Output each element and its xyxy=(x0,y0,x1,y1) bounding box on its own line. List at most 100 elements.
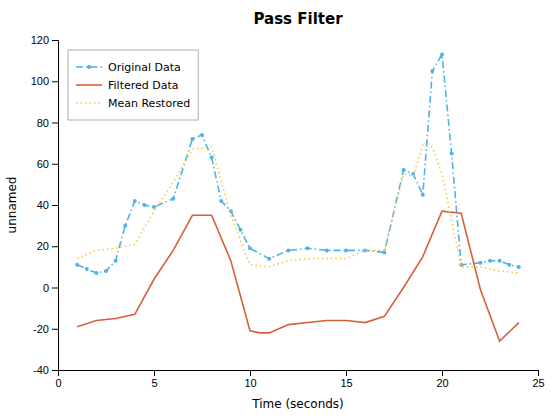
tick: 0 xyxy=(55,370,61,389)
tick-mark xyxy=(346,370,347,376)
tick: -20 xyxy=(33,323,58,335)
tick: 0 xyxy=(43,282,58,294)
marker xyxy=(219,199,223,203)
marker xyxy=(190,137,194,141)
tick: 5 xyxy=(151,370,157,389)
tick-label: 5 xyxy=(151,377,157,389)
marker xyxy=(200,133,204,137)
tick-label: 15 xyxy=(340,377,352,389)
marker xyxy=(238,228,242,232)
tick: 25 xyxy=(532,370,544,389)
tick-label: 20 xyxy=(436,377,448,389)
series-line xyxy=(77,145,519,273)
tick-label: 40 xyxy=(37,199,49,211)
marker xyxy=(450,151,454,155)
tick: 60 xyxy=(37,158,58,170)
tick-mark xyxy=(250,370,251,376)
marker xyxy=(440,52,444,56)
series-line xyxy=(77,211,519,341)
chart: 0 5 10 15 20 25 -40 -20 0 20 40 60 80 100 120 Original … xyxy=(0,0,560,420)
tick: 80 xyxy=(37,117,58,129)
tick-label: -40 xyxy=(33,364,49,376)
marker xyxy=(248,246,252,250)
tick-mark xyxy=(52,370,58,371)
tick: 20 xyxy=(436,370,448,389)
y-axis-title: unnamed xyxy=(5,177,19,234)
tick-label: 0 xyxy=(43,282,49,294)
marker xyxy=(325,248,329,252)
marker xyxy=(402,168,406,172)
legend-label: Mean Restored xyxy=(108,97,190,110)
marker xyxy=(344,248,348,252)
y-axis: -40 -20 0 20 40 60 80 100 120 xyxy=(31,34,59,376)
legend-label: Filtered Data xyxy=(108,79,179,92)
marker xyxy=(104,269,108,273)
tick: 100 xyxy=(31,75,58,87)
title: Pass Filter xyxy=(253,10,343,28)
legend-marker xyxy=(87,65,91,69)
tick: 20 xyxy=(37,240,58,252)
tick-label: 25 xyxy=(532,377,544,389)
tick-mark xyxy=(442,370,443,376)
legend: Original Data Filtered Data Mean Restored xyxy=(68,50,198,120)
x-axis: 0 5 10 15 20 25 xyxy=(55,370,544,389)
plot: 0 5 10 15 20 25 -40 -20 0 20 40 60 80 100 120 Original … xyxy=(31,34,545,389)
tick-mark xyxy=(154,370,155,376)
tick-mark xyxy=(52,123,58,124)
marker xyxy=(517,265,521,269)
tick: -40 xyxy=(33,364,58,376)
tick-label: 10 xyxy=(244,377,256,389)
marker xyxy=(152,205,156,209)
tick-mark xyxy=(52,246,58,247)
tick-label: -20 xyxy=(33,323,49,335)
marker xyxy=(430,69,434,73)
tick-label: 60 xyxy=(37,158,49,170)
tick-label: 0 xyxy=(55,377,61,389)
tick: 15 xyxy=(340,370,352,389)
tick-label: 120 xyxy=(31,34,49,46)
marker xyxy=(114,259,118,263)
marker xyxy=(488,259,492,263)
axis-line xyxy=(59,371,539,377)
tick-label: 100 xyxy=(31,75,49,87)
marker xyxy=(478,261,482,265)
legend-box xyxy=(68,50,198,120)
tick-mark xyxy=(52,329,58,330)
tick: 40 xyxy=(37,199,58,211)
marker xyxy=(210,156,214,160)
marker xyxy=(267,257,271,261)
legend-item: Original Data xyxy=(76,61,181,74)
tick-mark xyxy=(538,370,539,376)
marker xyxy=(75,263,79,267)
legend-swatch xyxy=(76,84,102,86)
tick-mark xyxy=(52,205,58,206)
chart-container: 0 5 10 15 20 25 -40 -20 0 20 40 60 80 100 120 Original … xyxy=(0,0,560,420)
tick-label: 20 xyxy=(37,240,49,252)
tick-mark xyxy=(52,288,58,289)
legend-item: Filtered Data xyxy=(76,79,179,92)
marker xyxy=(286,248,290,252)
series-markers xyxy=(75,52,521,275)
legend-swatch xyxy=(76,102,102,104)
tick: 10 xyxy=(244,370,256,389)
marker xyxy=(133,199,137,203)
tick-mark xyxy=(52,40,58,41)
marker xyxy=(123,224,127,228)
x-axis-title: Time (seconds) xyxy=(251,397,344,411)
marker xyxy=(94,271,98,275)
marker xyxy=(421,193,425,197)
series-line xyxy=(77,54,519,273)
tick-mark xyxy=(52,164,58,165)
marker xyxy=(306,246,310,250)
tick-mark xyxy=(52,81,58,82)
legend-item: Mean Restored xyxy=(76,97,190,110)
marker xyxy=(142,203,146,207)
marker xyxy=(498,259,502,263)
marker xyxy=(85,267,89,271)
tick-label: 80 xyxy=(37,117,49,129)
marker xyxy=(171,197,175,201)
legend-label: Original Data xyxy=(108,61,181,74)
tick: 120 xyxy=(31,34,58,46)
marker xyxy=(507,263,511,267)
axis-line xyxy=(52,41,59,371)
